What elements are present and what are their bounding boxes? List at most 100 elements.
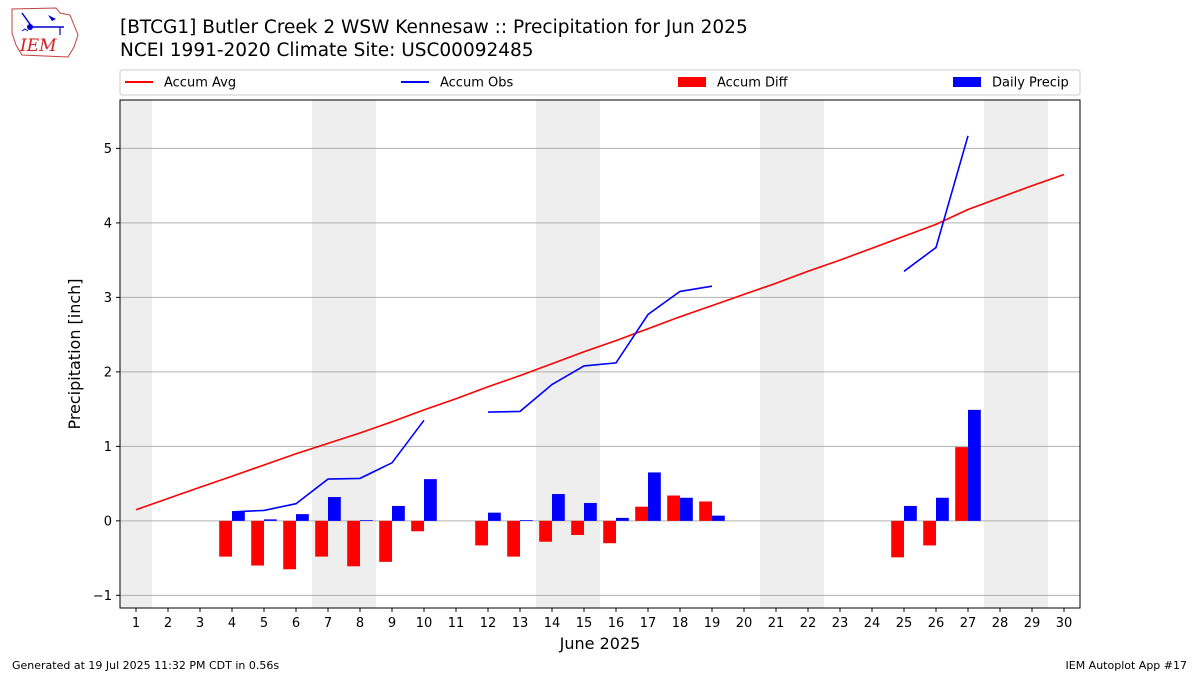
accum-diff-bar-day-26: [923, 520, 936, 546]
daily-precip-bar-day-5: [264, 519, 277, 521]
daily-precip-bar-day-13: [520, 520, 533, 521]
lines: [135, 135, 1065, 513]
accum-obs-line-segment-3: [903, 135, 969, 272]
daily-precip-bar-day-15: [584, 502, 597, 521]
y-tick-label-0: 0: [104, 514, 112, 529]
daily-precip-bar-day-12: [488, 512, 501, 521]
accum-diff-bar-day-25: [891, 520, 904, 558]
weekend-shade-1: [120, 100, 152, 608]
x-tick-label-20: 20: [736, 616, 753, 631]
legend-swatch-accum-diff: [678, 77, 706, 87]
accum-diff-bar-day-18: [667, 495, 680, 521]
daily-precip-bar-day-14: [552, 494, 565, 521]
accum-diff-bar-day-7: [315, 520, 328, 557]
x-tick-label-4: 4: [228, 616, 236, 631]
accum-diff-bar-day-14: [539, 520, 552, 542]
x-tick-label-6: 6: [292, 616, 300, 631]
y-axis-label: Precipitation [inch]: [65, 278, 84, 429]
autoplot-app-label: IEM Autoplot App #17: [1065, 659, 1188, 672]
daily-precip-bar-day-27: [968, 409, 981, 521]
y-tick-label-3: 3: [104, 291, 112, 306]
x-tick-label-10: 10: [416, 616, 433, 631]
bars: [219, 409, 981, 570]
y-tick-label--1: −1: [93, 589, 112, 604]
x-tick-label-18: 18: [672, 616, 689, 631]
legend-label-accum-obs: Accum Obs: [440, 76, 513, 91]
legend-label-daily-precip: Daily Precip: [992, 76, 1069, 91]
accum-diff-bar-day-17: [635, 506, 648, 521]
accum-obs-line-segment-2: [487, 285, 713, 413]
x-tick-label-16: 16: [608, 616, 625, 631]
daily-precip-bar-day-9: [392, 505, 405, 521]
x-tick-label-15: 15: [576, 616, 593, 631]
accum-diff-bar-day-4: [219, 520, 232, 557]
x-tick-label-25: 25: [896, 616, 913, 631]
x-tick-label-24: 24: [864, 616, 881, 631]
daily-precip-bar-day-17: [648, 472, 661, 521]
x-tick-label-1: 1: [132, 616, 140, 631]
accum-diff-bar-day-12: [475, 520, 488, 546]
x-tick-label-11: 11: [448, 616, 465, 631]
legend: Accum Avg Accum Obs Accum Diff Daily Precip: [119, 69, 1081, 96]
accum-diff-bar-day-19: [699, 501, 712, 521]
y-axis-ticks: −1 0 1 2 3 4 5: [93, 142, 120, 604]
x-tick-label-19: 19: [704, 616, 721, 631]
x-tick-label-14: 14: [544, 616, 561, 631]
y-tick-label-5: 5: [104, 142, 112, 157]
x-tick-label-17: 17: [640, 616, 657, 631]
accum-diff-bar-day-10: [411, 520, 424, 532]
accum-diff-bar-day-27: [955, 447, 968, 521]
x-tick-label-5: 5: [260, 616, 268, 631]
x-tick-label-7: 7: [324, 616, 332, 631]
y-tick-label-2: 2: [104, 365, 112, 380]
legend-label-accum-avg: Accum Avg: [164, 76, 236, 91]
legend-swatch-daily-precip: [953, 77, 981, 87]
x-tick-label-27: 27: [960, 616, 977, 631]
daily-precip-bar-day-4: [232, 511, 245, 521]
daily-precip-bar-day-8: [360, 520, 373, 521]
legend-label-accum-diff: Accum Diff: [717, 76, 789, 91]
x-tick-label-22: 22: [800, 616, 817, 631]
accum-diff-bar-day-9: [379, 520, 392, 562]
accum-obs-line-segment-1: [231, 419, 425, 513]
accum-diff-bar-day-13: [507, 520, 520, 557]
daily-precip-bar-day-26: [936, 497, 949, 521]
y-tick-label-1: 1: [104, 440, 112, 455]
accum-diff-bar-day-8: [347, 520, 360, 567]
accum-diff-bar-day-15: [571, 520, 584, 536]
x-tick-label-26: 26: [928, 616, 945, 631]
x-tick-label-13: 13: [512, 616, 529, 631]
daily-precip-bar-day-7: [328, 497, 341, 521]
daily-precip-bar-day-6: [296, 514, 309, 521]
x-tick-label-9: 9: [388, 616, 396, 631]
x-tick-label-12: 12: [480, 616, 497, 631]
daily-precip-bar-day-10: [424, 479, 437, 521]
x-tick-label-3: 3: [196, 616, 204, 631]
accum-diff-bar-day-5: [251, 520, 264, 566]
plot-frame: [119, 99, 1081, 609]
x-tick-label-23: 23: [832, 616, 849, 631]
weekend-shade-4: [760, 100, 824, 608]
accum-diff-bar-day-6: [283, 520, 296, 570]
iem-logo: IEM: [11, 7, 79, 58]
x-axis-label: June 2025: [559, 634, 641, 653]
chart-title-line2: NCEI 1991-2020 Climate Site: USC00092485: [120, 40, 534, 61]
logo-text: IEM: [19, 36, 57, 56]
daily-precip-bar-day-25: [904, 505, 917, 521]
y-tick-label-4: 4: [104, 216, 112, 231]
chart-title-line1: [BTCG1] Butler Creek 2 WSW Kennesaw :: P…: [120, 17, 748, 38]
gridlines: [120, 147, 1080, 596]
x-tick-label-30: 30: [1056, 616, 1073, 631]
accum-avg-line-segment-1: [135, 173, 1065, 511]
daily-precip-bar-day-19: [712, 515, 725, 521]
x-tick-label-2: 2: [164, 616, 172, 631]
daily-precip-bar-day-16: [616, 517, 629, 521]
x-tick-label-28: 28: [992, 616, 1009, 631]
x-tick-label-21: 21: [768, 616, 785, 631]
x-axis-ticks: 1 2 3 4 5 6 7 8 9 10 11 12 13 14 15 16 17 18 19 20 21 22 23 24 2…: [132, 608, 1072, 631]
accum-diff-bar-day-16: [603, 520, 616, 544]
x-tick-label-8: 8: [356, 616, 364, 631]
x-tick-label-29: 29: [1024, 616, 1041, 631]
generated-timestamp: Generated at 19 Jul 2025 11:32 PM CDT in…: [12, 659, 280, 672]
